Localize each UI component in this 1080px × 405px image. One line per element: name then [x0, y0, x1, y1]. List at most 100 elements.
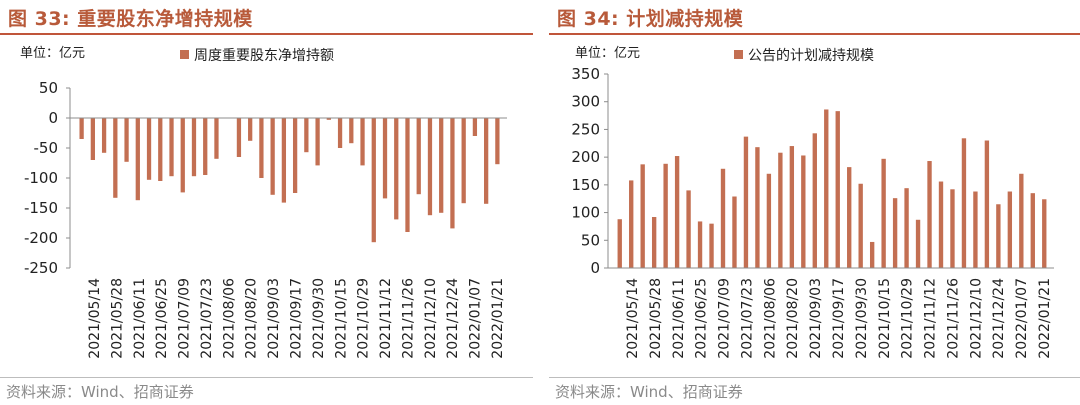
- x-tick-label: 2021/07/23: [739, 278, 755, 359]
- chart-title: 图 33: 重要股东净增持规模: [8, 8, 253, 30]
- y-tick-label: 0: [590, 259, 600, 277]
- bar: [1019, 173, 1024, 268]
- bar: [315, 118, 320, 166]
- y-tick-label: 150: [571, 176, 600, 194]
- bar: [617, 219, 622, 268]
- bar: [495, 118, 500, 165]
- y-tick-label: -100: [24, 169, 58, 187]
- y-tick-label: 50: [581, 231, 600, 249]
- bar: [248, 118, 253, 141]
- x-tick-label: 2021/06/11: [132, 278, 148, 359]
- y-tick-label: 250: [571, 120, 600, 138]
- x-tick-label: 2021/10/15: [333, 278, 349, 359]
- bar: [915, 219, 921, 268]
- bar: [778, 152, 783, 268]
- bar: [337, 118, 343, 148]
- x-tick-label: 2021/10/15: [877, 278, 893, 359]
- bar-chart: 单位：亿元 周度重要股东净增持额 50 0 -50 -100 -150 -200 -250 202…: [20, 46, 507, 359]
- x-tick-label: 2021/05/14: [87, 278, 103, 359]
- bar: [236, 118, 242, 157]
- bar: [439, 118, 444, 213]
- source-note: 资料来源：Wind、招商证券: [555, 383, 743, 401]
- x-tick-label: 2021/10/29: [900, 278, 916, 359]
- bar: [450, 118, 455, 229]
- x-tick-label: 2022/01/21: [490, 278, 506, 359]
- x-tick-label: 2021/05/28: [109, 278, 125, 359]
- bar: [858, 183, 863, 268]
- bar: [938, 181, 944, 268]
- bar: [904, 188, 909, 268]
- footer-divider: [549, 377, 1080, 378]
- bar: [203, 118, 208, 175]
- bar: [113, 118, 118, 198]
- bar: [79, 118, 84, 139]
- x-tick-label: 2021/09/30: [854, 278, 870, 359]
- bar: [629, 180, 634, 268]
- bar: [360, 118, 365, 166]
- y-tick-label: 100: [571, 204, 600, 222]
- bar: [169, 118, 174, 177]
- x-tick-label: 2021/08/20: [785, 278, 801, 359]
- x-tick-label: 2021/09/30: [311, 278, 327, 359]
- bar-chart: 单位：亿元 公告的计划减持规模 0 50 100 150 200 250 300 350 2021/…: [571, 46, 1054, 359]
- y-tick-label: 300: [571, 93, 600, 111]
- x-tick-label: 2021/12/10: [423, 278, 439, 359]
- bar: [270, 118, 275, 195]
- bar: [135, 118, 140, 201]
- x-tick-label: 2021/11/26: [400, 278, 416, 359]
- bar: [124, 118, 129, 162]
- x-tick-label: 2021/09/03: [266, 278, 282, 359]
- chart-panel-net-increase: 图 33: 重要股东净增持规模 单位：亿元 周度重要股东净增持额 50 0 -50 -10…: [0, 0, 533, 405]
- bar: [789, 146, 795, 268]
- x-tick-label: 2021/09/03: [808, 278, 824, 359]
- x-tick-label: 2021/07/09: [717, 278, 733, 359]
- bar: [824, 109, 829, 268]
- x-tick-label: 2022/01/07: [1014, 278, 1030, 359]
- x-tick-label: 2021/05/14: [625, 278, 641, 359]
- y-tick-label: 50: [39, 79, 58, 97]
- bar: [304, 118, 309, 153]
- bar: [892, 198, 898, 268]
- bar: [1030, 193, 1035, 268]
- bar: [405, 118, 410, 232]
- unit-label: 单位：亿元: [20, 46, 85, 61]
- x-tick-label: 2021/09/17: [289, 278, 305, 359]
- x-tick-label: 2021/07/23: [199, 278, 215, 359]
- bar: [686, 190, 691, 268]
- legend-label: 周度重要股东净增持额: [194, 48, 334, 64]
- bar: [674, 156, 680, 268]
- unit-label: 单位：亿元: [575, 46, 640, 61]
- y-tick-label: 200: [571, 148, 600, 166]
- bar: [382, 118, 388, 199]
- x-tick-label: 2021/05/28: [648, 278, 664, 359]
- bar: [732, 196, 737, 268]
- bar: [371, 118, 376, 243]
- x-tick-label: 2021/06/25: [154, 278, 170, 359]
- bar: [812, 133, 817, 268]
- bar: [214, 118, 219, 159]
- bar: [835, 111, 840, 268]
- bar: [697, 221, 703, 268]
- y-tick-label: 350: [571, 65, 600, 83]
- x-tick-label: 2021/12/24: [991, 278, 1007, 359]
- bar: [292, 118, 298, 193]
- bar: [259, 118, 264, 178]
- bar: [766, 173, 772, 268]
- x-tick-label: 2022/01/07: [468, 278, 484, 359]
- x-tick-label: 2021/08/06: [221, 278, 237, 359]
- x-tick-label: 2021/08/20: [244, 278, 260, 359]
- bar: [158, 118, 163, 181]
- bar: [326, 118, 331, 120]
- bar: [472, 118, 478, 136]
- legend-swatch: [734, 50, 743, 59]
- bar: [709, 223, 714, 268]
- bar: [191, 118, 197, 177]
- x-tick-label: 2021/10/29: [356, 278, 372, 359]
- bar: [984, 140, 990, 268]
- bar: [281, 118, 287, 203]
- legend-label: 公告的计划减持规模: [748, 48, 874, 64]
- bar: [881, 158, 886, 268]
- x-tick-label: 2021/07/09: [177, 278, 193, 359]
- title-divider: [549, 33, 1080, 35]
- bar: [349, 118, 354, 144]
